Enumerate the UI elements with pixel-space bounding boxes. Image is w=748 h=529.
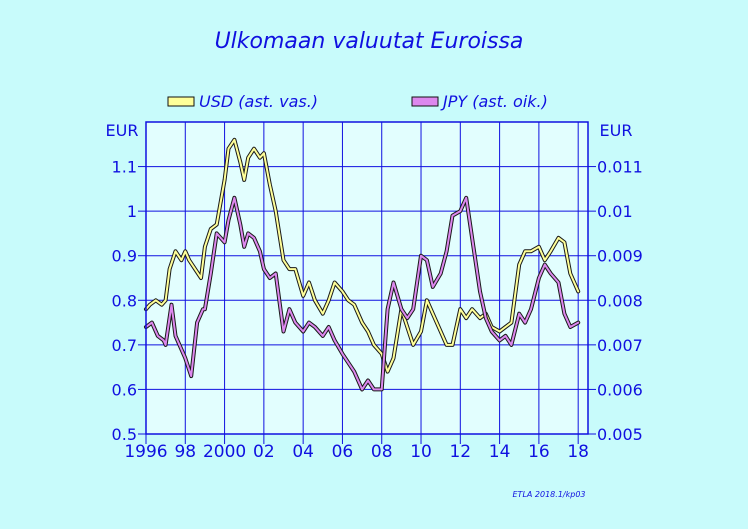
left-tick-label: 0.7 bbox=[112, 336, 137, 355]
right-tick-label: 0.01 bbox=[597, 202, 633, 221]
x-tick-label: 08 bbox=[371, 442, 393, 462]
legend: USD (ast. vas.) JPY (ast. oik.) bbox=[167, 92, 548, 111]
x-tick-label: 10 bbox=[410, 442, 432, 462]
left-tick-label: 1 bbox=[127, 202, 137, 221]
right-tick-label: 0.011 bbox=[597, 158, 643, 177]
legend-label-usd: USD (ast. vas.) bbox=[199, 92, 318, 111]
series-line-jpy bbox=[145, 196, 580, 391]
left-tick-label: 0.5 bbox=[112, 425, 137, 444]
x-tick-label: 02 bbox=[253, 442, 275, 462]
left-tick-label: 0.9 bbox=[112, 247, 137, 266]
legend-swatch-usd bbox=[167, 96, 195, 107]
x-tick-label: 1996 bbox=[124, 442, 167, 462]
right-tick-label: 0.009 bbox=[597, 247, 643, 266]
x-tick-label: 12 bbox=[449, 442, 471, 462]
right-tick-label: 0.005 bbox=[597, 425, 643, 444]
plot-background bbox=[146, 122, 588, 434]
legend-swatch-jpy bbox=[411, 96, 439, 107]
x-tick-label: 16 bbox=[528, 442, 550, 462]
series-line-usd bbox=[145, 138, 580, 373]
right-axis-unit: EUR bbox=[600, 121, 633, 140]
source-credit: ETLA 2018.1/kp03 bbox=[513, 490, 586, 499]
x-tick-label: 2000 bbox=[203, 442, 246, 462]
left-axis-unit: EUR bbox=[106, 121, 139, 140]
plot-border bbox=[145, 121, 589, 435]
x-tick-label: 18 bbox=[567, 442, 589, 462]
legend-label-jpy: JPY (ast. oik.) bbox=[440, 92, 548, 111]
plot-frame bbox=[145, 121, 589, 435]
x-tick-label: 06 bbox=[332, 442, 354, 462]
left-tick-label: 1.1 bbox=[112, 158, 137, 177]
plot-area bbox=[146, 122, 588, 434]
left-tick-label: 0.6 bbox=[112, 380, 137, 399]
series-lines bbox=[144, 137, 581, 392]
x-tick-label: 98 bbox=[174, 442, 196, 462]
left-tick-label: 0.8 bbox=[112, 291, 137, 310]
axis-labels: EUR EUR 0.5 0.6 0.7 0.8 0.9 1 1.1 0.005 0.006 0.0… bbox=[106, 121, 643, 462]
right-tick-label: 0.008 bbox=[597, 291, 643, 310]
chart-title: Ulkomaan valuutat Euroissa bbox=[215, 29, 524, 54]
x-tick-label: 04 bbox=[292, 442, 314, 462]
right-tick-label: 0.007 bbox=[597, 336, 643, 355]
right-tick-label: 0.006 bbox=[597, 380, 643, 399]
x-tick-label: 14 bbox=[489, 442, 511, 462]
